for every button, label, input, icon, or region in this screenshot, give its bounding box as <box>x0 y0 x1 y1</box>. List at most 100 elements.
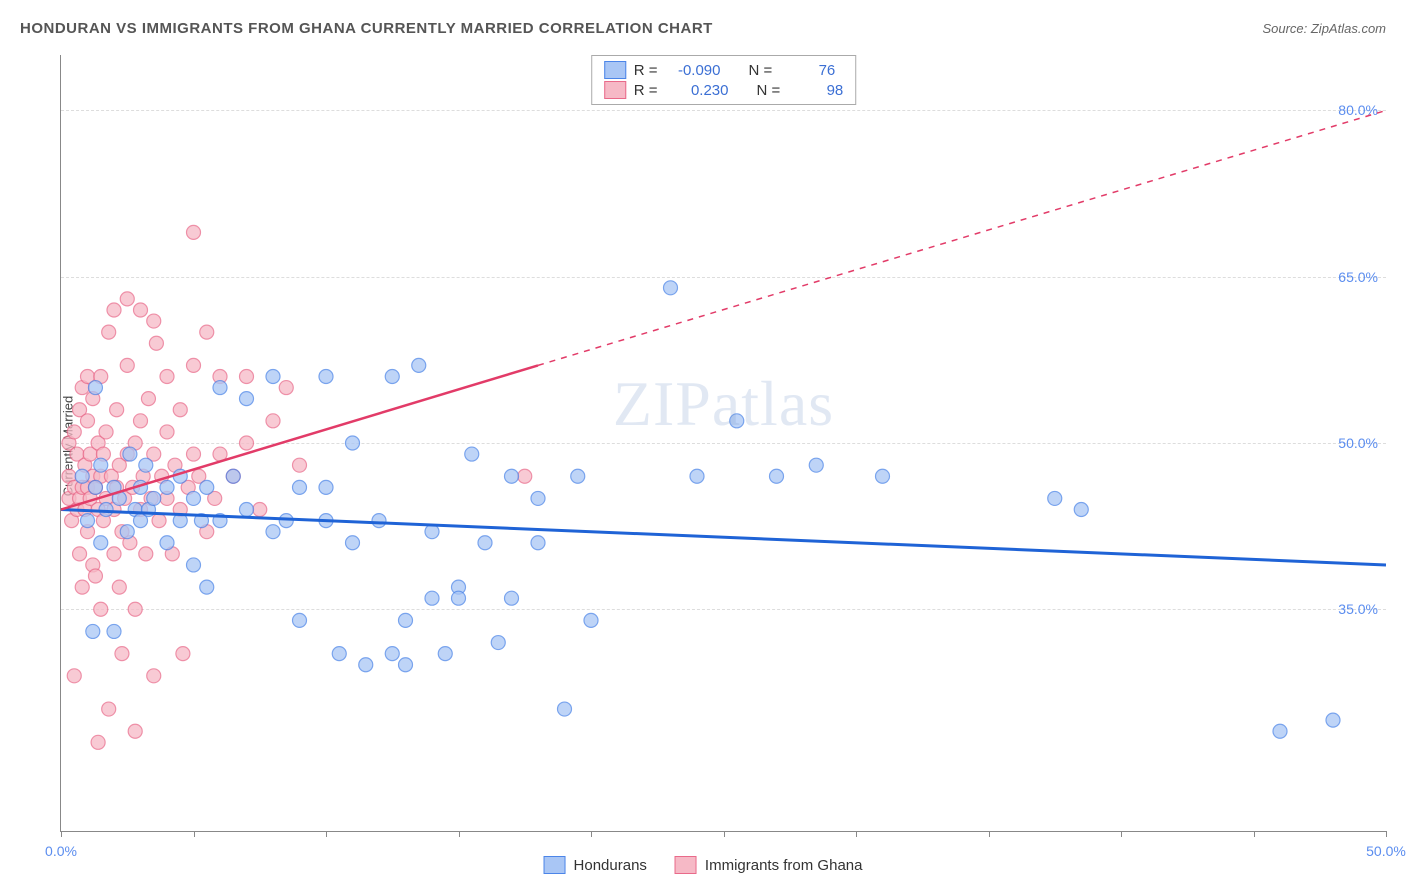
data-point <box>240 392 254 406</box>
scatter-plot <box>61 55 1386 831</box>
data-point <box>200 480 214 494</box>
legend-label-blue: Hondurans <box>574 857 647 874</box>
stats-row-pink: R = 0.230 N = 98 <box>604 80 844 100</box>
data-point <box>141 392 155 406</box>
n-value-blue: 76 <box>780 62 835 79</box>
data-point <box>110 403 124 417</box>
data-point <box>730 414 744 428</box>
data-point <box>88 480 102 494</box>
bottom-legend: Hondurans Immigrants from Ghana <box>544 856 863 874</box>
data-point <box>176 647 190 661</box>
data-point <box>1048 491 1062 505</box>
legend-item-blue: Hondurans <box>544 856 647 874</box>
data-point <box>107 624 121 638</box>
data-point <box>187 558 201 572</box>
stats-row-blue: R = -0.090 N = 76 <box>604 60 844 80</box>
data-point <box>120 358 134 372</box>
data-point <box>359 658 373 672</box>
data-point <box>664 281 678 295</box>
data-point <box>478 536 492 550</box>
n-label: N = <box>749 62 773 79</box>
data-point <box>102 702 116 716</box>
data-point <box>128 724 142 738</box>
data-point <box>187 358 201 372</box>
x-tick <box>856 831 857 837</box>
data-point <box>107 303 121 317</box>
data-point <box>266 369 280 383</box>
data-point <box>94 602 108 616</box>
data-point <box>505 469 519 483</box>
data-point <box>73 547 87 561</box>
data-point <box>147 491 161 505</box>
data-point <box>226 469 240 483</box>
data-point <box>107 547 121 561</box>
data-point <box>531 491 545 505</box>
swatch-pink <box>604 81 626 99</box>
chart-area: ZIPatlas R = -0.090 N = 76 R = 0.230 N =… <box>60 55 1386 832</box>
data-point <box>187 447 201 461</box>
data-point <box>120 525 134 539</box>
data-point <box>1326 713 1340 727</box>
data-point <box>99 503 113 517</box>
data-point <box>81 414 95 428</box>
data-point <box>770 469 784 483</box>
data-point <box>240 503 254 517</box>
x-tick <box>194 831 195 837</box>
data-point <box>91 735 105 749</box>
x-tick <box>459 831 460 837</box>
legend-swatch-pink <box>675 856 697 874</box>
data-point <box>115 647 129 661</box>
data-point <box>160 480 174 494</box>
chart-title: HONDURAN VS IMMIGRANTS FROM GHANA CURREN… <box>20 20 713 37</box>
x-tick <box>724 831 725 837</box>
data-point <box>293 613 307 627</box>
data-point <box>200 325 214 339</box>
data-point <box>319 369 333 383</box>
data-point <box>123 447 137 461</box>
data-point <box>346 436 360 450</box>
data-point <box>385 369 399 383</box>
data-point <box>293 458 307 472</box>
data-point <box>491 636 505 650</box>
data-point <box>293 480 307 494</box>
x-tick-label: 50.0% <box>1366 843 1406 859</box>
data-point <box>266 525 280 539</box>
data-point <box>240 369 254 383</box>
data-point <box>518 469 532 483</box>
data-point <box>876 469 890 483</box>
r-label: R = <box>634 62 658 79</box>
data-point <box>147 669 161 683</box>
data-point <box>102 325 116 339</box>
trend-line-blue <box>61 510 1386 565</box>
data-point <box>558 702 572 716</box>
r-value-blue: -0.090 <box>666 62 721 79</box>
data-point <box>465 447 479 461</box>
x-tick <box>1121 831 1122 837</box>
x-tick-label: 0.0% <box>45 843 77 859</box>
data-point <box>94 536 108 550</box>
data-point <box>253 503 267 517</box>
x-tick <box>1386 831 1387 837</box>
data-point <box>187 491 201 505</box>
data-point <box>88 381 102 395</box>
data-point <box>1273 724 1287 738</box>
legend-label-pink: Immigrants from Ghana <box>705 857 863 874</box>
data-point <box>160 536 174 550</box>
data-point <box>134 303 148 317</box>
data-point <box>88 569 102 583</box>
x-tick <box>1254 831 1255 837</box>
data-point <box>505 591 519 605</box>
stats-legend: R = -0.090 N = 76 R = 0.230 N = 98 <box>591 55 857 105</box>
data-point <box>266 414 280 428</box>
data-point <box>332 647 346 661</box>
data-point <box>160 369 174 383</box>
data-point <box>75 580 89 594</box>
data-point <box>120 292 134 306</box>
data-point <box>99 425 113 439</box>
data-point <box>67 425 81 439</box>
n-label: N = <box>757 82 781 99</box>
data-point <box>412 358 426 372</box>
data-point <box>139 547 153 561</box>
data-point <box>94 458 108 472</box>
x-tick <box>326 831 327 837</box>
